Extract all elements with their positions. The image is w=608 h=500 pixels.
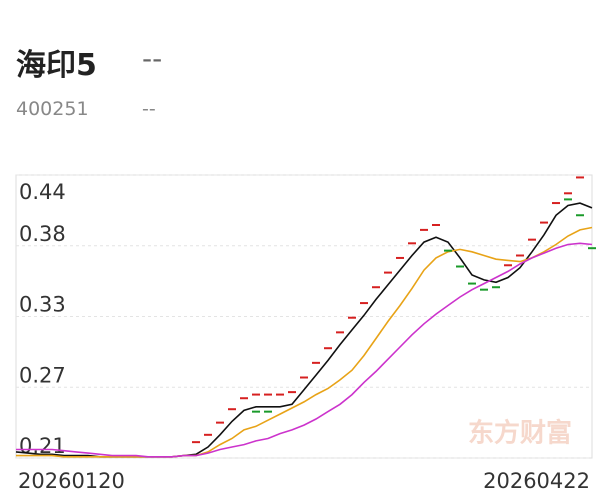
stock-code: 400251 <box>16 98 89 120</box>
watermark: 东方财富 <box>468 418 572 449</box>
stock-name: 海印5 <box>16 48 97 83</box>
series-line <box>16 242 593 458</box>
y-tick-label: 0.44 <box>19 180 66 204</box>
y-tick-label: 0.27 <box>19 363 66 387</box>
y-tick-label: 0.33 <box>19 293 66 317</box>
y-tick-label: 0.38 <box>19 222 66 246</box>
x-tick-label: 20260422 <box>483 469 590 493</box>
stock-price: -- <box>142 42 163 75</box>
series-line <box>16 226 593 458</box>
stock-change: -- <box>142 98 156 120</box>
x-tick-label: 20260120 <box>18 469 125 493</box>
